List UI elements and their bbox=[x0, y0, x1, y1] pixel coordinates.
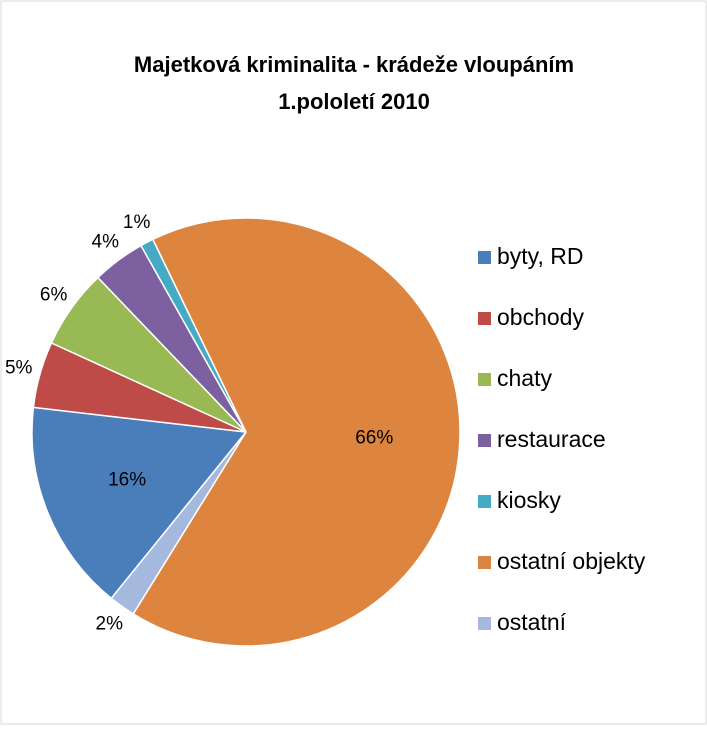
legend-label: chaty bbox=[497, 365, 552, 391]
legend-swatch bbox=[478, 373, 491, 386]
legend-swatch bbox=[478, 434, 491, 447]
legend-label: kiosky bbox=[497, 487, 561, 513]
pie-slice bbox=[31, 406, 248, 600]
legend-label: restaurace bbox=[497, 426, 606, 452]
legend-swatch bbox=[478, 617, 491, 630]
chart-title: 1.pololetí 2010 bbox=[278, 89, 430, 114]
legend-swatch bbox=[478, 312, 491, 325]
legend-label: ostatní bbox=[497, 609, 567, 635]
legend-label: byty, RD bbox=[497, 243, 583, 269]
data-label: 16% bbox=[108, 470, 146, 491]
legend-swatch bbox=[478, 556, 491, 569]
legend-label: ostatní objekty bbox=[497, 548, 646, 574]
data-label: 2% bbox=[96, 613, 124, 634]
legend-label: obchody bbox=[497, 304, 584, 330]
pie-slice bbox=[132, 217, 461, 647]
legend-swatch bbox=[478, 251, 491, 264]
data-label: 5% bbox=[5, 358, 33, 379]
data-label: 1% bbox=[123, 212, 151, 233]
data-label: 6% bbox=[40, 284, 68, 305]
pie-slice bbox=[110, 431, 247, 615]
data-label: 4% bbox=[92, 232, 120, 253]
data-label: 66% bbox=[355, 428, 393, 449]
legend-swatch bbox=[478, 495, 491, 508]
chart-title: Majetková kriminalita - krádeže vloupání… bbox=[134, 52, 574, 77]
